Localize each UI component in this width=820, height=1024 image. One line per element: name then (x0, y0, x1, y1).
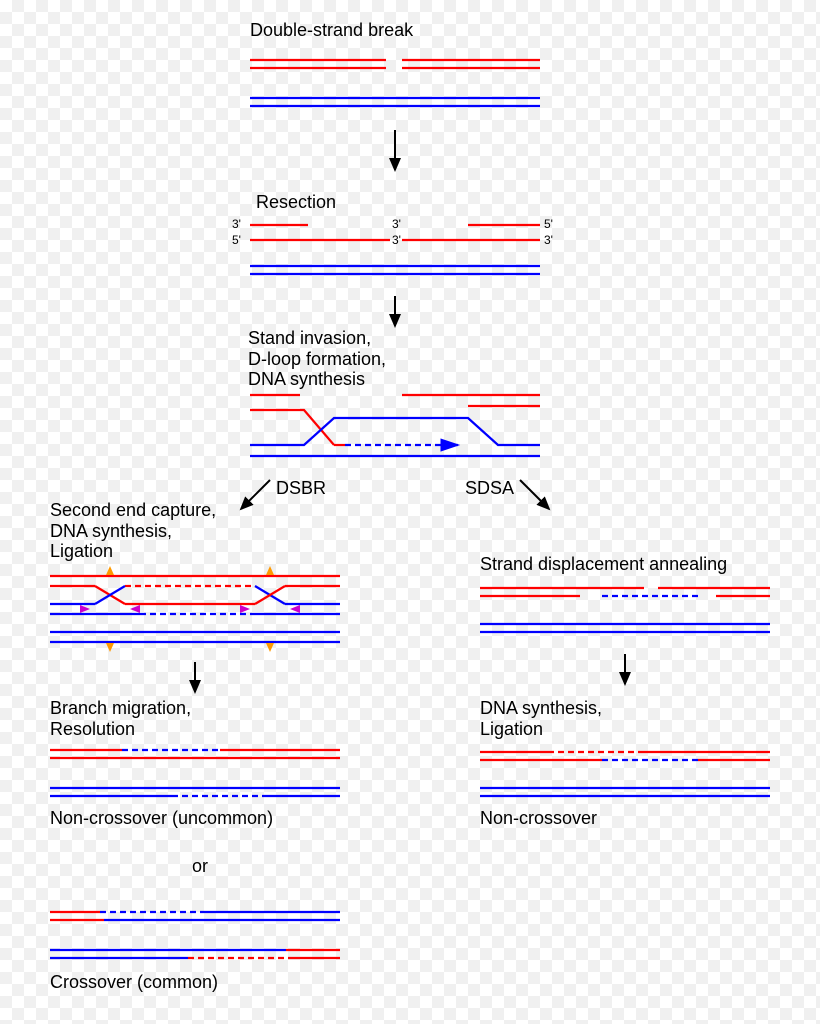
right-noncrossover (480, 752, 770, 796)
left-title-l1: Second end capture, (50, 500, 216, 520)
crossover-label: Crossover (common) (50, 972, 218, 993)
left-title-l3: Ligation (50, 541, 113, 561)
step3-line2: D-loop formation, (248, 349, 386, 369)
nc-label: Non-crossover (480, 808, 597, 829)
right-step2-title: DNA synthesis, Ligation (480, 698, 602, 739)
step3-strands (250, 395, 540, 456)
left-step2-l1: Branch migration, (50, 698, 191, 718)
left-noncrossover (50, 750, 340, 796)
left-step2-l2: Resolution (50, 719, 135, 739)
step3-title: Stand invasion, D-loop formation, DNA sy… (248, 328, 386, 390)
dsbr-label: DSBR (276, 478, 326, 499)
step1-title: Double-strand break (250, 20, 413, 41)
end-mid-3p-b: 3' (392, 234, 401, 248)
end-right-3p: 3' (544, 234, 553, 248)
right-step2-l2: Ligation (480, 719, 543, 739)
sdsa-label: SDSA (465, 478, 514, 499)
left-crossover (50, 912, 340, 958)
right-step2-l1: DNA synthesis, (480, 698, 602, 718)
step3-line1: Stand invasion, (248, 328, 371, 348)
end-left-5p: 5' (232, 234, 241, 248)
end-left-3p: 3' (232, 218, 241, 232)
right-sdsa (480, 588, 770, 632)
end-right-5p: 5' (544, 218, 553, 232)
right-title: Strand displacement annealing (480, 554, 727, 575)
left-step2-title: Branch migration, Resolution (50, 698, 191, 739)
magenta-markers (80, 605, 300, 613)
arrow-sdsa (520, 480, 549, 509)
nc-uncommon-label: Non-crossover (uncommon) (50, 808, 273, 829)
left-title-l2: DNA synthesis, (50, 521, 172, 541)
step2-title: Resection (256, 192, 336, 213)
step1-strands (250, 60, 540, 106)
arrow-dsbr (241, 480, 270, 509)
or-label: or (192, 856, 208, 877)
step3-line3: DNA synthesis (248, 369, 365, 389)
left-title: Second end capture, DNA synthesis, Ligat… (50, 500, 216, 562)
end-mid-3p-a: 3' (392, 218, 401, 232)
